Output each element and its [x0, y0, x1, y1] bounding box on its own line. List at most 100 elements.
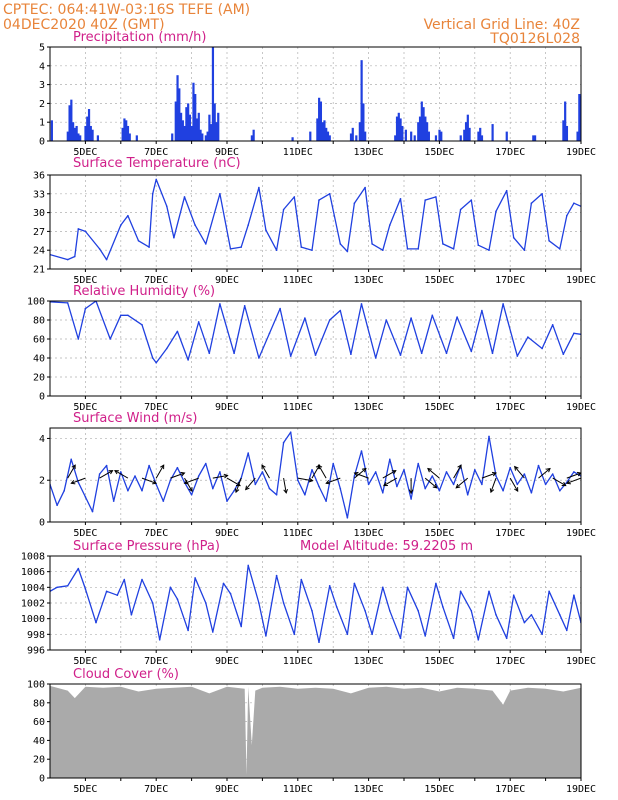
- temp-point: [137, 240, 140, 242]
- temp-ytick-label: 24: [33, 246, 45, 257]
- pressure-xtick-label: 7DEC: [144, 656, 168, 667]
- pressure-point: [77, 567, 80, 570]
- precip-bar: [399, 118, 402, 141]
- wind-arrow: [326, 477, 341, 484]
- pressure-line: [50, 564, 581, 643]
- precip-bar: [404, 129, 407, 141]
- wind-point: [63, 489, 65, 492]
- wind-line: [50, 431, 581, 519]
- wind-arrow-head: [152, 479, 158, 485]
- cloud-title: Cloud Cover (%): [73, 667, 179, 682]
- humidity-xtick-label: 7DEC: [144, 402, 168, 413]
- temp-point: [470, 199, 473, 201]
- pressure-xtick-label: 13DEC: [354, 656, 384, 667]
- cloud-xtick-label: 9DEC: [215, 784, 239, 795]
- precip-xtick-label: 13DEC: [354, 147, 384, 158]
- humidity-point: [304, 317, 306, 319]
- pressure-xtick-label: 19DEC: [566, 656, 596, 667]
- wind-arrow: [67, 464, 76, 479]
- pressure-point: [169, 586, 172, 589]
- temp-frame: [49, 174, 582, 270]
- wind-panel: 0 2 4 5DEC 7DEC 9DEC 11DEC 13DEC 15DEC 17DEC 19DEC…: [39, 411, 596, 539]
- pressure-point: [389, 610, 391, 612]
- temp-point: [293, 196, 296, 198]
- precip-bar: [123, 118, 126, 141]
- precip-bar: [174, 101, 177, 141]
- temp-point: [183, 196, 186, 198]
- wind-arrow: [509, 477, 519, 492]
- wind-point: [289, 431, 292, 434]
- humidity-point: [314, 354, 317, 356]
- humidity-point: [385, 319, 388, 321]
- wind-point: [382, 492, 384, 494]
- precip-bar: [477, 131, 480, 141]
- wind-arrow: [170, 472, 185, 479]
- wind-point: [452, 483, 455, 486]
- temp-ytick-label: 30: [33, 208, 45, 219]
- wind-point: [509, 466, 512, 469]
- wind-point: [162, 500, 165, 502]
- temp-xtick-label: 11DEC: [283, 275, 313, 286]
- temp-point: [84, 230, 87, 233]
- precip-bar: [252, 129, 255, 141]
- location-header: CPTEC: 064:41W-03:16S TEFE (AM): [3, 2, 250, 18]
- wind-arrow-head: [308, 477, 314, 483]
- precip-bar: [213, 103, 216, 141]
- wind-arrow-head: [408, 489, 414, 495]
- temp-panel: 21 24 27 30 33 36 5DEC 7DEC 9DEC 11DEC 13DEC 15DEC 1…: [33, 156, 596, 286]
- wind-arrow-head: [261, 464, 266, 470]
- pressure-point: [293, 633, 296, 636]
- precip-bar: [420, 101, 423, 141]
- temp-title: Surface Temperature (nC): [73, 156, 241, 171]
- temp-point: [459, 208, 462, 211]
- wind-arrow: [212, 475, 228, 479]
- precip-bar: [479, 127, 482, 141]
- precip-bar: [576, 131, 579, 141]
- pressure-point: [452, 637, 455, 640]
- precip-ytick-label: 2: [39, 99, 45, 110]
- temp-point: [275, 249, 278, 251]
- precip-xtick-label: 7DEC: [144, 147, 168, 158]
- wind-point: [141, 489, 143, 492]
- precip-bar: [533, 135, 537, 141]
- precip-bar: [135, 135, 138, 141]
- pressure-point: [353, 582, 356, 585]
- wind-arrow-head: [353, 471, 359, 477]
- temp-point: [523, 249, 526, 251]
- humidity-point: [541, 347, 543, 350]
- wind-arrow: [354, 472, 369, 479]
- precip-bar: [84, 125, 87, 141]
- temp-ytick-label: 27: [33, 227, 45, 238]
- wind-point: [481, 483, 483, 486]
- precip-ytick-label: 4: [39, 61, 45, 72]
- cloud-xtick-label: 11DEC: [283, 784, 313, 795]
- precip-bar: [211, 47, 215, 141]
- wind-point: [233, 489, 235, 492]
- temp-point: [219, 193, 221, 195]
- precip-bar: [440, 131, 443, 141]
- wind-arrow-head: [489, 488, 495, 494]
- wind-arrow: [383, 477, 398, 487]
- precip-bar: [413, 135, 416, 141]
- wind-xtick-label: 11DEC: [283, 528, 313, 539]
- wind-arrow-head: [318, 464, 323, 470]
- wind-point: [261, 471, 264, 473]
- humidity-series: [50, 301, 581, 364]
- precip-bar: [328, 135, 331, 141]
- precip-bar: [250, 135, 253, 141]
- temp-point: [399, 198, 402, 200]
- pressure-point: [222, 582, 225, 585]
- pressure-point: [311, 610, 313, 612]
- precip-bar: [321, 122, 324, 141]
- wind-arrow-head: [325, 479, 331, 485]
- wind-point: [219, 471, 221, 473]
- pressure-point: [371, 633, 373, 636]
- temp-xtick-label: 19DEC: [566, 275, 596, 286]
- cloud-area: [50, 685, 581, 778]
- humidity-ytick-label: 100: [27, 297, 45, 308]
- precip-bar: [197, 112, 200, 141]
- precip-bar: [422, 107, 425, 141]
- humidity-point: [551, 324, 554, 326]
- humidity-point: [481, 309, 483, 312]
- temp-point: [77, 228, 80, 230]
